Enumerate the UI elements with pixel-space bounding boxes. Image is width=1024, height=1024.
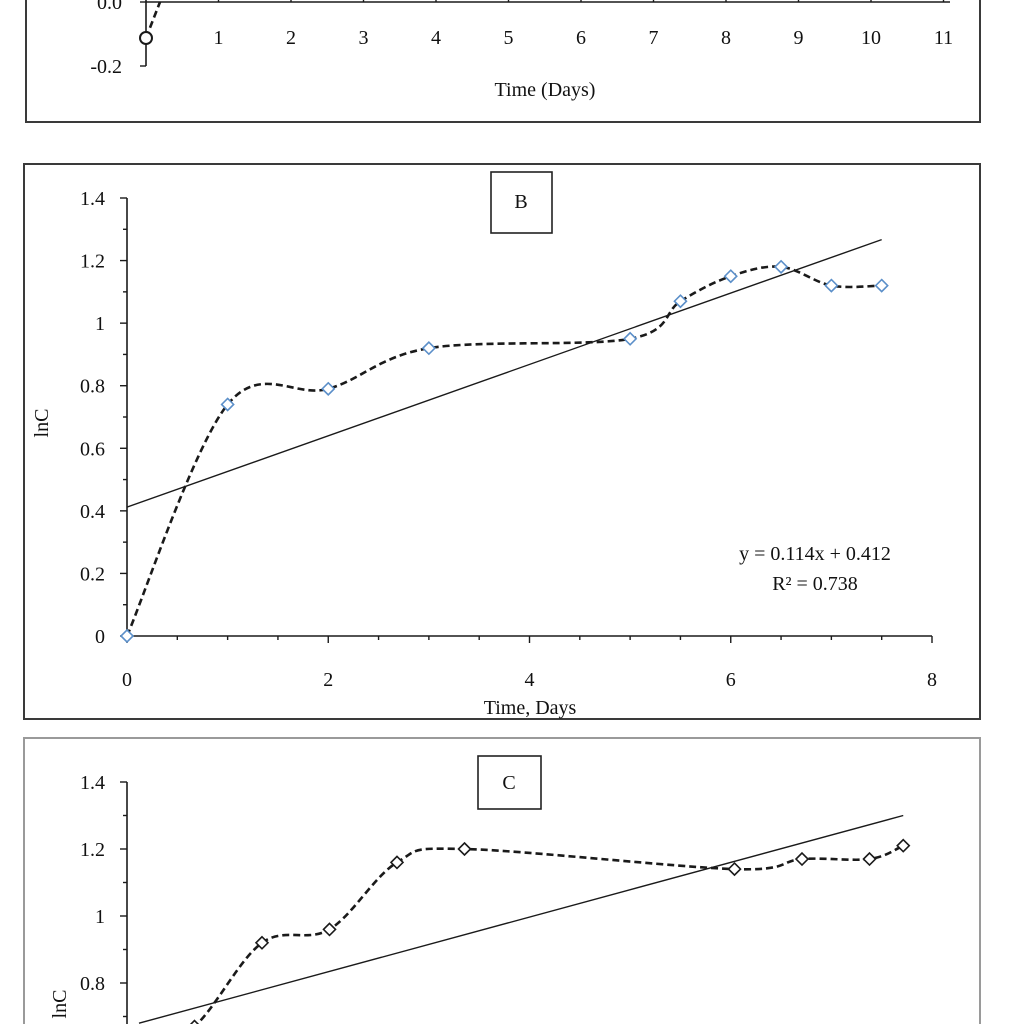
panel-a-x-tick-label: 11 [934, 27, 953, 49]
panel-b-title-box [490, 171, 553, 234]
panel-a-x-tick-label: 7 [649, 27, 659, 49]
panel-b-y-tick-label: 0.2 [80, 563, 105, 585]
panel-a-x-tick-label: 6 [576, 27, 586, 49]
panel-c-y-tick-label: 1.4 [80, 772, 105, 794]
panel-b-y-tick-label: 0.6 [80, 438, 105, 460]
panel-c-data-point [896, 838, 911, 853]
panel-b-y-tick-label: 1.4 [80, 188, 105, 210]
panel-b-data-point [773, 259, 789, 274]
panel-b-equation: y = 0.114x + 0.412 [739, 543, 891, 565]
panel-b-x-tick-label: 6 [726, 669, 736, 691]
panel-b-x-tick-label: 4 [525, 669, 535, 691]
panel-b-y-tick-label: 0 [95, 626, 105, 648]
panel-a-x-tick-label: 3 [359, 27, 369, 49]
panel-b-data-point [824, 278, 839, 293]
panel-b-x-tick-label: 8 [927, 669, 937, 691]
panel-c-title-box [477, 755, 542, 810]
panel-c-data-point [322, 922, 337, 937]
panel-b-frame [23, 163, 981, 720]
panel-c-y-tick-label: 0.8 [80, 973, 105, 995]
panel-b-data-point [119, 628, 135, 644]
panel-c-data-point [254, 935, 270, 950]
panel-a-x-label: Time (Days) [495, 79, 596, 101]
panel-b-data-point [622, 331, 638, 346]
panel-c-data-point [389, 855, 405, 870]
panel-b-y-tick-label: 0.8 [80, 376, 105, 398]
panel-b-y-tick-label: 1.2 [80, 251, 105, 273]
panel-a-x-tick-label: 4 [431, 27, 441, 49]
panel-b-trendline [126, 238, 882, 508]
panel-a: 1 2 3 4 5 6 7 8 9 10 11 0.0 -0.2 Time (Days) [25, 0, 981, 123]
panel-c-data-point [862, 851, 877, 867]
panel-b-y-label: lnC [31, 409, 53, 438]
panel-b-data-point [421, 341, 437, 356]
panel-c: C 0.8 1 1.2 1.4 lnC [23, 737, 981, 1024]
panel-a-x-tick-label: 8 [721, 27, 731, 49]
panel-a-y-tick-label: 0.0 [97, 0, 122, 14]
panel-b-y-tick-label: 1 [95, 313, 105, 335]
panel-c-y-tick-label: 1.2 [80, 839, 105, 861]
panel-c-data-point [189, 1019, 200, 1024]
panel-a-x-tick-label: 2 [286, 27, 296, 49]
panel-b-data-point [723, 269, 738, 284]
panel-b-x-tick-label: 2 [323, 669, 333, 691]
panel-b-x-label: Time, Days [484, 697, 577, 719]
panel-c-trendline [138, 814, 904, 1024]
panel-c-y-label: lnC [49, 990, 71, 1019]
panel-c-data-point [794, 851, 810, 867]
panel-b-r-squared: R² = 0.738 [772, 573, 858, 595]
panel-b-data-point [220, 397, 235, 412]
panel-b: B 0 0.2 0.4 0.6 0.8 1 1.2 1.4 0 2 4 6 8 y = 0.114x +… [23, 163, 981, 720]
panel-a-y-tick-label: -0.2 [90, 56, 122, 78]
panel-c-smooth-curve [195, 844, 904, 1024]
panel-a-x-tick-label: 9 [794, 27, 804, 49]
panel-b-data-point [874, 278, 889, 293]
panel-a-x-tick-label: 10 [861, 27, 881, 49]
panel-b-data-point [321, 381, 336, 396]
panel-c-data-point [727, 861, 742, 877]
panel-b-data-point [673, 294, 688, 309]
panel-a-x-tick-label: 5 [504, 27, 514, 49]
panel-c-title: C [502, 772, 515, 794]
panel-a-x-tick-label: 1 [214, 27, 224, 49]
panel-b-x-tick-label: 0 [122, 669, 132, 691]
panel-b-title: B [514, 191, 527, 213]
panel-a-point [139, 31, 153, 45]
panel-c-y-tick-label: 1 [95, 906, 105, 928]
panel-a-frame [25, 0, 981, 123]
panel-b-y-tick-label: 0.4 [80, 501, 105, 523]
panel-c-data-point [457, 841, 472, 857]
